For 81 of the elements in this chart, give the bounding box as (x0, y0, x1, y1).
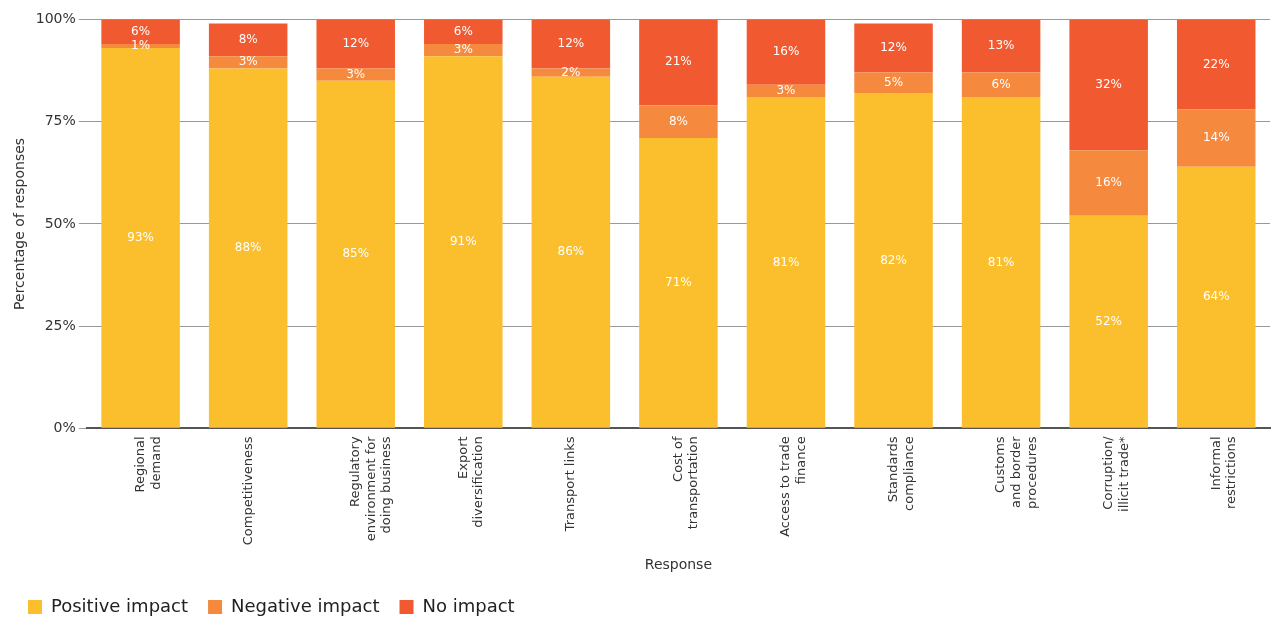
x-tick-label: Customs and border procedures (992, 435, 1039, 510)
bar (1176, 109, 1256, 167)
bar (531, 19, 611, 69)
bar (961, 72, 1041, 98)
legend-label: Negative impact (231, 594, 380, 616)
bar (1176, 166, 1256, 428)
data-label: 3% (453, 42, 473, 57)
bar (639, 138, 718, 428)
data-label: 1% (131, 38, 151, 53)
bar (424, 19, 503, 44)
data-label: 81% (987, 254, 1015, 269)
data-label: 8% (668, 113, 688, 128)
bar (1176, 19, 1256, 110)
data-label: 14% (1202, 130, 1230, 145)
bar (208, 23, 288, 57)
data-label: 6% (131, 23, 151, 38)
data-label: 32% (1095, 76, 1122, 91)
data-label: 86% (557, 244, 585, 259)
bar (854, 72, 933, 94)
bar (1069, 19, 1148, 151)
data-label: 22% (1202, 56, 1230, 71)
bar (531, 76, 611, 428)
y-tick-label: 100% (35, 10, 76, 27)
y-tick-label: 25% (44, 316, 76, 333)
x-tick-label: Competitiveness (239, 436, 255, 546)
bar (854, 23, 933, 73)
data-label: 6% (453, 23, 473, 38)
x-tick-label: Cost of transportation (669, 435, 701, 530)
bar (746, 19, 826, 85)
data-label: 2% (561, 64, 581, 79)
bar (639, 105, 718, 138)
bar (316, 68, 395, 81)
x-tick-label: Regional demand (131, 436, 163, 493)
data-label: 12% (342, 36, 370, 51)
bar (316, 80, 395, 428)
data-label: 91% (449, 234, 477, 249)
data-label: 81% (772, 254, 800, 269)
data-label: 5% (884, 74, 904, 89)
bar (208, 68, 288, 428)
legend-label: No impact (422, 594, 515, 616)
bar (961, 97, 1041, 428)
x-tick-label: Transport links (562, 436, 578, 533)
x-tick-label: Regulatory environment for doing business (347, 435, 394, 542)
x-axis-title: Response (644, 556, 713, 573)
data-label: 13% (987, 38, 1015, 53)
data-label: 93% (127, 230, 154, 245)
bar (316, 19, 395, 69)
data-label: 16% (1095, 175, 1122, 190)
bar (961, 19, 1041, 73)
data-label: 6% (991, 76, 1011, 91)
x-tick-label: Access to trade finance (777, 436, 808, 537)
x-tick-label: Corruption/ illicit trade* (1100, 435, 1131, 512)
data-label: 82% (880, 252, 907, 267)
legend-label: Positive impact (51, 594, 189, 616)
bar (746, 97, 826, 428)
data-label: 12% (557, 36, 585, 51)
data-label: 12% (880, 40, 907, 55)
data-label: 3% (776, 83, 796, 98)
data-label: 16% (772, 44, 800, 59)
data-label: 85% (342, 246, 370, 261)
data-label: 71% (665, 275, 692, 290)
x-tick-label: Standards compliance (884, 436, 916, 511)
bar (531, 68, 611, 77)
data-label: 21% (665, 54, 692, 69)
data-label: 64% (1202, 289, 1230, 304)
y-tick-label: 50% (44, 214, 76, 231)
data-label: 8% (238, 31, 258, 46)
bar (101, 48, 180, 428)
bar (424, 56, 503, 428)
bar (1069, 215, 1148, 428)
data-label: 52% (1095, 313, 1122, 328)
x-tick-label: Informal restrictions (1207, 436, 1239, 510)
bar (1069, 150, 1148, 216)
bar (854, 93, 933, 428)
data-label: 88% (234, 240, 262, 255)
y-tick-label: 0% (53, 419, 76, 435)
bar (639, 19, 718, 106)
data-label: 3% (238, 54, 258, 69)
y-tick-label: 75% (44, 112, 76, 129)
data-label: 3% (346, 66, 366, 81)
y-axis-title: Percentage of responses (11, 137, 28, 310)
